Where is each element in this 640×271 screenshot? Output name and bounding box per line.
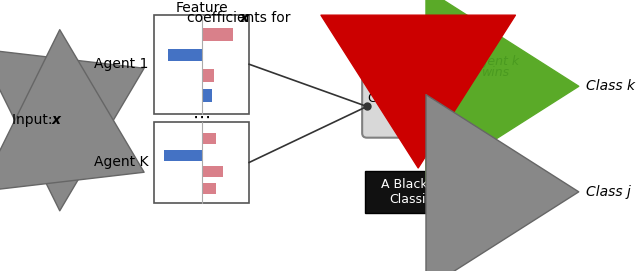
FancyBboxPatch shape: [362, 75, 474, 138]
Bar: [202, 69, 214, 82]
Text: coefficients for: coefficients for: [188, 11, 295, 25]
Text: x: x: [239, 11, 249, 25]
Bar: [164, 150, 202, 161]
Text: of agents: of agents: [388, 108, 447, 121]
Text: Class k: Class k: [586, 79, 636, 93]
Text: Agent K: Agent K: [94, 156, 148, 169]
Text: Classifier: Classifier: [390, 193, 447, 206]
FancyBboxPatch shape: [365, 171, 472, 213]
Text: ⋯: ⋯: [193, 108, 211, 127]
Text: Class j: Class j: [586, 185, 631, 199]
Bar: [168, 49, 202, 62]
Text: A Black-Box: A Black-Box: [381, 178, 455, 191]
Text: Feature: Feature: [175, 1, 228, 15]
Text: Input:: Input:: [12, 113, 56, 127]
Bar: [202, 183, 216, 194]
Bar: [202, 89, 212, 102]
Bar: [202, 133, 216, 144]
FancyBboxPatch shape: [154, 122, 249, 203]
Text: Agent 1: Agent 1: [94, 57, 148, 71]
Text: wins: wins: [482, 66, 510, 79]
FancyBboxPatch shape: [154, 15, 249, 114]
Text: Agent k: Agent k: [472, 55, 520, 68]
Text: No winner: No winner: [424, 142, 487, 155]
Text: x: x: [52, 113, 61, 127]
Bar: [202, 28, 233, 41]
Text: Compare scores: Compare scores: [368, 92, 468, 105]
Bar: [202, 166, 223, 177]
